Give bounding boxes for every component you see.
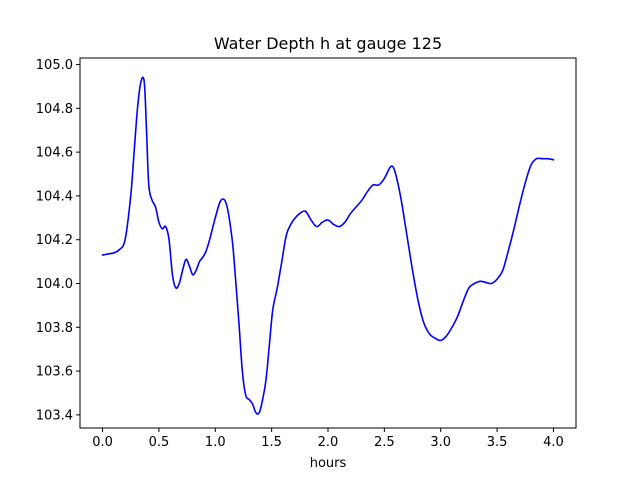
x-tick-label: 1.0 — [205, 435, 226, 450]
y-tick-label: 105.0 — [36, 58, 73, 73]
plot-background — [80, 58, 576, 428]
y-tick-label: 104.8 — [36, 102, 73, 117]
y-tick-label: 103.4 — [36, 408, 73, 423]
y-tick-label: 104.4 — [36, 189, 73, 204]
series-line — [101, 76, 555, 415]
y-tick-label: 104.0 — [36, 277, 73, 292]
x-tick-label: 3.5 — [487, 435, 508, 450]
x-tick-label: 4.0 — [543, 435, 564, 450]
data-layer — [101, 76, 555, 415]
x-tick-label: 1.5 — [261, 435, 282, 450]
x-tick-label: 2.0 — [318, 435, 339, 450]
chart-title: Water Depth h at gauge 125 — [214, 34, 442, 53]
x-tick-label: 0.0 — [92, 435, 113, 450]
y-axis: 103.4 103.6 103.8 104.0 104.2 104.4 104.6 104.8… — [36, 58, 80, 423]
x-axis: 0.0 0.5 1.0 1.5 2.0 2.5 3.0 3.5 4.0 — [92, 428, 564, 450]
x-axis-label: hours — [310, 456, 347, 471]
y-tick-label: 104.2 — [36, 233, 73, 248]
y-tick-label: 103.6 — [36, 365, 73, 380]
x-tick-label: 3.0 — [430, 435, 451, 450]
y-tick-label: 104.6 — [36, 146, 73, 161]
y-tick-label: 103.8 — [36, 321, 73, 336]
x-tick-label: 2.5 — [374, 435, 395, 450]
x-tick-label: 0.5 — [149, 435, 170, 450]
